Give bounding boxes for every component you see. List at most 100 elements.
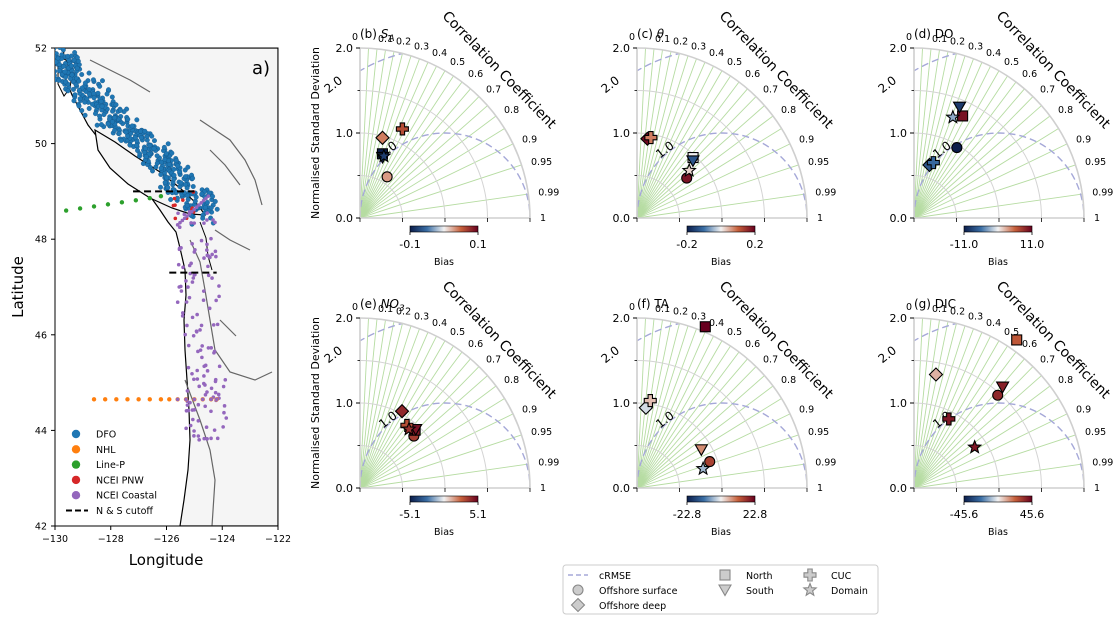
crmse-arc (360, 402, 530, 488)
station-ncei-coastal (216, 392, 221, 397)
station-ncei-coastal (184, 397, 188, 402)
crmse-label: 2.0 (875, 73, 899, 96)
station-dfo (65, 53, 71, 59)
std-tick-label: 1.0 (890, 127, 908, 140)
station-dfo (48, 65, 53, 70)
station-ncei-coastal (210, 252, 214, 257)
station-ncei-coastal (212, 351, 216, 355)
station-nhl (91, 397, 97, 402)
station-dfo (134, 142, 140, 148)
station-ncei-coastal (180, 218, 185, 223)
std-arc (359, 132, 446, 219)
corr-tick-label: 0.4 (986, 48, 1001, 59)
station-dfo (47, 61, 52, 66)
panel-title: (f) TA (637, 297, 670, 311)
station-line-p (133, 198, 139, 203)
station-ncei-coastal (187, 263, 192, 268)
station-dfo (86, 70, 92, 76)
point-domain (945, 109, 961, 124)
corr-tick-label: 0.99 (815, 188, 836, 199)
station-dfo (110, 108, 116, 114)
corr-title: Correlation Coefficient (993, 278, 1114, 402)
station-ncei-coastal (186, 285, 190, 289)
station-dfo (82, 112, 88, 118)
station-ncei-coastal (200, 355, 204, 360)
station-ncei-coastal (205, 218, 209, 222)
corr-tick-label: 1 (1094, 483, 1100, 494)
map-ytick-label: 50 (35, 139, 47, 150)
station-dfo (43, 55, 48, 60)
station-dfo (183, 174, 188, 180)
std-tick-label: 2.0 (890, 42, 908, 55)
station-dfo (46, 59, 51, 64)
std-arc (359, 175, 403, 219)
station-dfo (71, 86, 76, 92)
station-dfo (74, 55, 80, 61)
corr-tick-label: 0.4 (432, 318, 447, 329)
station-ncei-coastal (205, 242, 209, 247)
point-cuc (395, 122, 409, 136)
legend-label: DFO (96, 430, 116, 441)
point-offshore-surface (704, 456, 716, 468)
station-ncei-coastal (177, 225, 182, 230)
station-ncei-coastal (189, 221, 193, 225)
taylor-panel-g: 1.02.00.01.02.00 0.1 0.2 0.30.40.50.60.70.8… (875, 278, 1114, 538)
map-ylabel: Latitude (9, 256, 27, 318)
station-dfo (79, 108, 85, 113)
station-ncei-coastal (217, 364, 222, 369)
panel-title-var: DO (935, 27, 954, 41)
station-line-p (105, 202, 111, 207)
legend-marker-offshore-surface (572, 584, 584, 596)
station-ncei-coastal (177, 246, 182, 250)
station-dfo (71, 98, 77, 104)
std-tick-label: 1.0 (336, 127, 354, 140)
crmse-label: 2.0 (598, 343, 622, 366)
legend-label: NCEI PNW (96, 475, 144, 486)
station-dfo (154, 153, 160, 159)
legend-label: cRMSE (599, 571, 631, 582)
station-dfo (171, 172, 177, 178)
panel-title-var: NO (381, 297, 399, 311)
crmse-group (360, 318, 530, 488)
station-ncei-coastal (175, 223, 180, 227)
legend-marker-domain (802, 581, 818, 597)
std-tick-label: 0.0 (613, 212, 631, 225)
corr-tick-label: 0.6 (468, 339, 483, 350)
station-dfo (147, 165, 153, 170)
map-xtick-label: −122 (265, 534, 291, 545)
point-cuc (926, 156, 940, 170)
crmse-arc (360, 132, 530, 218)
station-dfo (147, 143, 153, 149)
map-panel: −130 −128 −126 −124 −122 42 44 46 48 50 52 a) Long… (9, 41, 291, 570)
station-dfo (47, 55, 52, 60)
corr-tick-label: 0.6 (1022, 339, 1037, 350)
crmse-group (914, 48, 1084, 218)
std-tick-label: 0.0 (336, 212, 354, 225)
station-ncei-coastal (187, 295, 192, 300)
station-ncei-coastal (203, 383, 207, 387)
station-dfo (144, 133, 150, 139)
station-ncei-coastal (196, 349, 200, 354)
station-dfo (169, 150, 175, 156)
station-ncei-coastal (188, 423, 193, 428)
station-dfo (67, 41, 72, 46)
station-ncei-coastal (211, 323, 216, 327)
bottom-legend: cRMSE Offshore surface Offshore deep North S… (562, 564, 879, 615)
point-domain (376, 148, 392, 163)
colorbar-tick-label: -11.0 (950, 238, 978, 251)
station-dfo (161, 144, 167, 150)
station-ncei-coastal (198, 328, 202, 332)
station-dfo (105, 121, 111, 127)
outer-arc (636, 317, 808, 489)
corr-tick-label: 0.7 (763, 84, 778, 95)
station-dfo (106, 87, 111, 93)
station-dfo (132, 135, 138, 141)
corr-title: Correlation Coefficient (716, 8, 837, 132)
corr-tick-label: 0.5 (727, 327, 742, 338)
corr-tick-label: 0.8 (1058, 375, 1073, 386)
station-ncei-coastal (206, 273, 211, 278)
std-arc (913, 445, 957, 489)
station-dfo (192, 198, 198, 204)
station-dfo (185, 164, 191, 170)
